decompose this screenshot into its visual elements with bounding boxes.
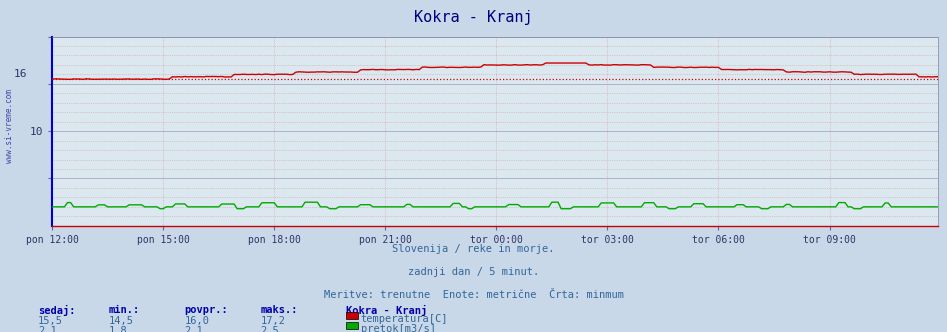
Text: 16,0: 16,0	[185, 316, 209, 326]
Text: 2,1: 2,1	[38, 326, 57, 332]
Text: min.:: min.:	[109, 305, 140, 315]
Text: 1,8: 1,8	[109, 326, 128, 332]
Text: 16: 16	[14, 69, 27, 79]
Text: povpr.:: povpr.:	[185, 305, 228, 315]
Text: 14,5: 14,5	[109, 316, 134, 326]
Text: maks.:: maks.:	[260, 305, 298, 315]
Text: 17,2: 17,2	[260, 316, 285, 326]
Text: Kokra - Kranj: Kokra - Kranj	[414, 10, 533, 25]
Text: zadnji dan / 5 minut.: zadnji dan / 5 minut.	[408, 267, 539, 277]
Text: 2,1: 2,1	[185, 326, 204, 332]
Text: Meritve: trenutne  Enote: metrične  Črta: minmum: Meritve: trenutne Enote: metrične Črta: …	[324, 290, 623, 300]
Text: sedaj:: sedaj:	[38, 305, 76, 316]
Text: www.si-vreme.com: www.si-vreme.com	[5, 89, 14, 163]
Text: temperatura[C]: temperatura[C]	[361, 314, 448, 324]
Text: pretok[m3/s]: pretok[m3/s]	[361, 324, 436, 332]
Text: Kokra - Kranj: Kokra - Kranj	[346, 305, 427, 316]
Text: Slovenija / reke in morje.: Slovenija / reke in morje.	[392, 244, 555, 254]
Text: 15,5: 15,5	[38, 316, 63, 326]
Text: 2,5: 2,5	[260, 326, 279, 332]
